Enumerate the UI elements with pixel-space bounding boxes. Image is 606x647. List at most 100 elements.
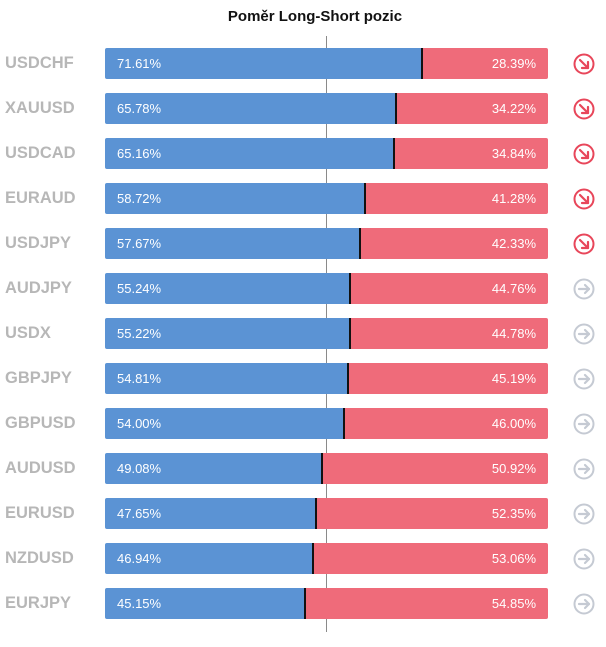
long-bar	[105, 228, 360, 259]
ratio-bar: 49.08% 50.92%	[105, 453, 548, 484]
long-bar	[105, 453, 322, 484]
ratio-bar: 54.81% 45.19%	[105, 363, 548, 394]
pair-row: EURUSD 47.65% 52.35%	[0, 498, 606, 529]
ratio-bar: 46.94% 53.06%	[105, 543, 548, 574]
short-percent-label: 52.35%	[491, 506, 536, 521]
long-bar	[105, 543, 313, 574]
ratio-divider	[421, 48, 423, 79]
short-bar	[422, 48, 548, 79]
pair-row: AUDJPY 55.24% 44.76%	[0, 273, 606, 304]
arrow-right-icon	[573, 413, 595, 435]
pair-row: USDCHF 71.61% 28.39%	[0, 48, 606, 79]
pair-label: USDX	[5, 324, 51, 342]
ratio-bar: 54.00% 46.00%	[105, 408, 548, 439]
ratio-bar: 65.78% 34.22%	[105, 93, 548, 124]
arrow-right-icon	[573, 368, 595, 390]
long-percent-label: 55.22%	[117, 326, 162, 341]
short-bar	[360, 228, 548, 259]
ratio-bar: 45.15% 54.85%	[105, 588, 548, 619]
short-percent-label: 45.19%	[491, 371, 536, 386]
ratio-bar: 65.16% 34.84%	[105, 138, 548, 169]
ratio-divider	[349, 273, 351, 304]
ratio-divider	[349, 318, 351, 349]
ratio-bar: 47.65% 52.35%	[105, 498, 548, 529]
long-percent-label: 54.00%	[117, 416, 162, 431]
short-bar	[305, 588, 548, 619]
ratio-bar: 71.61% 28.39%	[105, 48, 548, 79]
short-percent-label: 54.85%	[491, 596, 536, 611]
arrow-down-right-icon	[573, 233, 595, 255]
ratio-bar: 57.67% 42.33%	[105, 228, 548, 259]
ratio-divider	[359, 228, 361, 259]
long-bar	[105, 588, 305, 619]
short-percent-label: 42.33%	[491, 236, 536, 251]
short-bar	[313, 543, 548, 574]
arrow-right-icon	[573, 503, 595, 525]
short-bar	[322, 453, 548, 484]
short-percent-label: 46.00%	[491, 416, 536, 431]
long-percent-label: 54.81%	[117, 371, 162, 386]
pair-row: GBPUSD 54.00% 46.00%	[0, 408, 606, 439]
short-bar	[350, 273, 548, 304]
pair-label: USDCAD	[5, 144, 76, 162]
pair-row: GBPJPY 54.81% 45.19%	[0, 363, 606, 394]
pair-label: EURAUD	[5, 189, 76, 207]
short-bar	[348, 363, 548, 394]
short-bar	[394, 138, 548, 169]
pair-label: USDJPY	[5, 234, 72, 252]
short-bar	[350, 318, 548, 349]
pair-label: NZDUSD	[5, 549, 74, 567]
short-percent-label: 34.84%	[491, 146, 536, 161]
short-percent-label: 34.22%	[491, 101, 536, 116]
ratio-divider	[364, 183, 366, 214]
arrow-down-right-icon	[573, 53, 595, 75]
arrow-right-icon	[573, 593, 595, 615]
long-bar	[105, 408, 344, 439]
long-bar	[105, 273, 350, 304]
short-bar	[344, 408, 548, 439]
arrow-right-icon	[573, 278, 595, 300]
pair-row: AUDUSD 49.08% 50.92%	[0, 453, 606, 484]
short-percent-label: 50.92%	[491, 461, 536, 476]
ratio-divider	[315, 498, 317, 529]
short-percent-label: 28.39%	[491, 56, 536, 71]
ratio-bar: 58.72% 41.28%	[105, 183, 548, 214]
long-percent-label: 49.08%	[117, 461, 162, 476]
short-percent-label: 44.78%	[491, 326, 536, 341]
pair-row: USDX 55.22% 44.78%	[0, 318, 606, 349]
pair-row: EURJPY 45.15% 54.85%	[0, 588, 606, 619]
arrow-right-icon	[573, 458, 595, 480]
short-percent-label: 44.76%	[491, 281, 536, 296]
long-percent-label: 46.94%	[117, 551, 162, 566]
long-percent-label: 65.16%	[117, 146, 162, 161]
ratio-bar: 55.24% 44.76%	[105, 273, 548, 304]
long-percent-label: 57.67%	[117, 236, 162, 251]
arrow-right-icon	[573, 548, 595, 570]
long-bar	[105, 318, 350, 349]
short-percent-label: 41.28%	[491, 191, 536, 206]
long-bar	[105, 138, 394, 169]
long-percent-label: 58.72%	[117, 191, 162, 206]
pair-label: XAUUSD	[5, 99, 75, 117]
ratio-divider	[393, 138, 395, 169]
arrow-down-right-icon	[573, 98, 595, 120]
pair-label: GBPUSD	[5, 414, 76, 432]
pair-label: EURUSD	[5, 504, 75, 522]
short-percent-label: 53.06%	[491, 551, 536, 566]
ratio-divider	[347, 363, 349, 394]
ratio-divider	[304, 588, 306, 619]
pair-label: USDCHF	[5, 54, 74, 72]
pair-row: NZDUSD 46.94% 53.06%	[0, 543, 606, 574]
long-percent-label: 71.61%	[117, 56, 162, 71]
long-percent-label: 47.65%	[117, 506, 162, 521]
ratio-divider	[312, 543, 314, 574]
long-percent-label: 65.78%	[117, 101, 162, 116]
pair-row: EURAUD 58.72% 41.28%	[0, 183, 606, 214]
long-bar	[105, 183, 365, 214]
pair-row: XAUUSD 65.78% 34.22%	[0, 93, 606, 124]
chart-title: Poměr Long-Short pozic	[227, 8, 403, 25]
long-bar	[105, 498, 316, 529]
pair-label: EURJPY	[5, 594, 72, 612]
arrow-right-icon	[573, 323, 595, 345]
pair-label: AUDJPY	[5, 279, 72, 297]
